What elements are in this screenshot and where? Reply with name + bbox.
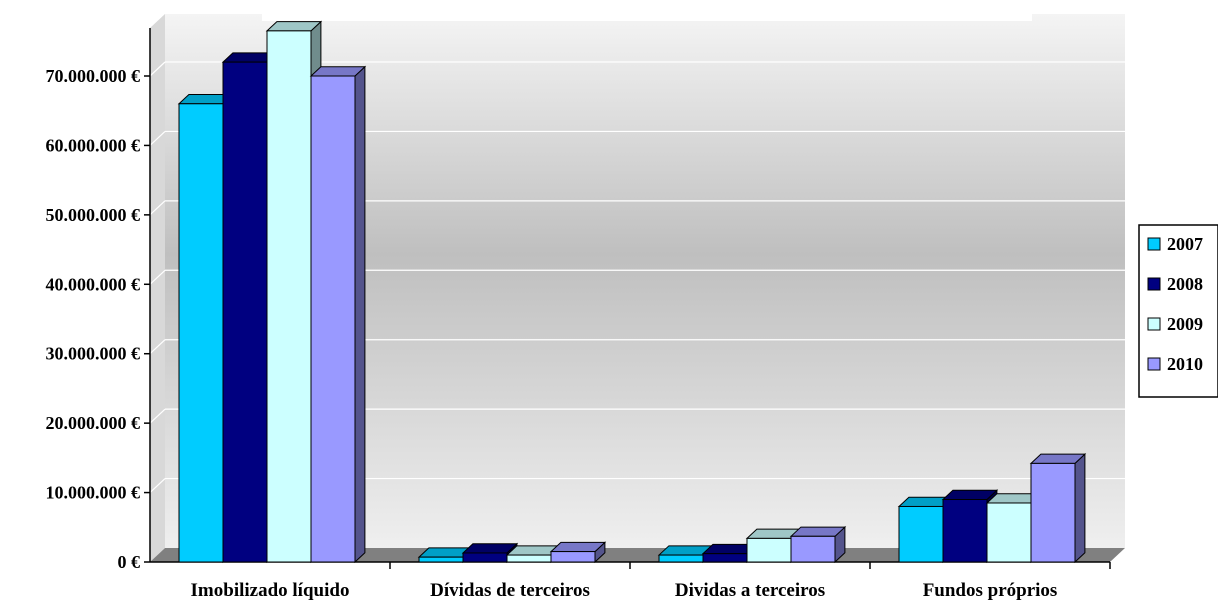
gridline bbox=[149, 408, 166, 424]
y-tick-label: 60.000.000 € bbox=[46, 135, 141, 155]
title-gap bbox=[262, 8, 1032, 21]
y-tick-label: 30.000.000 € bbox=[46, 344, 141, 364]
back-wall bbox=[165, 14, 1125, 548]
legend-swatch bbox=[1147, 277, 1161, 291]
x-tick-label: Imobilizado líquido bbox=[191, 580, 350, 601]
plot-wall bbox=[150, 8, 1125, 562]
floor bbox=[150, 548, 1125, 562]
gridline bbox=[149, 478, 166, 494]
legend-swatch bbox=[1147, 357, 1161, 371]
bar-2010 bbox=[789, 525, 847, 564]
bar-2008 bbox=[461, 542, 519, 564]
bar-2010 bbox=[309, 65, 367, 564]
gridline bbox=[149, 61, 166, 77]
y-tick-label: 0 € bbox=[118, 552, 141, 572]
gridline bbox=[149, 269, 166, 285]
y-ticks: 0 € 10.000.000 € 20.000.000 € 30.000.000 € 4… bbox=[46, 66, 150, 572]
legend-label: 2008 bbox=[1167, 274, 1203, 294]
bar-2010 bbox=[549, 541, 607, 564]
x-ticks: Imobilizado líquido Dívidas de terceiros D… bbox=[191, 562, 1111, 601]
y-tick-label: 10.000.000 € bbox=[46, 483, 141, 503]
y-tick-label: 20.000.000 € bbox=[46, 413, 141, 433]
bars bbox=[177, 20, 1087, 564]
y-tick-label: 70.000.000 € bbox=[46, 66, 141, 86]
legend-label: 2007 bbox=[1167, 234, 1203, 254]
x-tick-label: Fundos próprios bbox=[923, 580, 1058, 601]
y-tick-label: 50.000.000 € bbox=[46, 205, 141, 225]
gridline bbox=[149, 130, 166, 146]
legend-swatch bbox=[1147, 237, 1161, 251]
legend: 2007 2008 2009 2010 bbox=[1138, 224, 1218, 398]
legend-label: 2010 bbox=[1167, 354, 1203, 374]
legend-swatch bbox=[1147, 317, 1161, 331]
y-tick-label: 40.000.000 € bbox=[46, 274, 141, 294]
legend-label: 2009 bbox=[1167, 314, 1203, 334]
x-tick-label: Dívidas de terceiros bbox=[430, 580, 590, 601]
gridline bbox=[149, 339, 166, 355]
bar-2010 bbox=[1029, 453, 1087, 564]
side-wall bbox=[150, 14, 165, 562]
gridline bbox=[149, 200, 166, 216]
x-tick-label: Dividas a terceiros bbox=[675, 580, 825, 601]
